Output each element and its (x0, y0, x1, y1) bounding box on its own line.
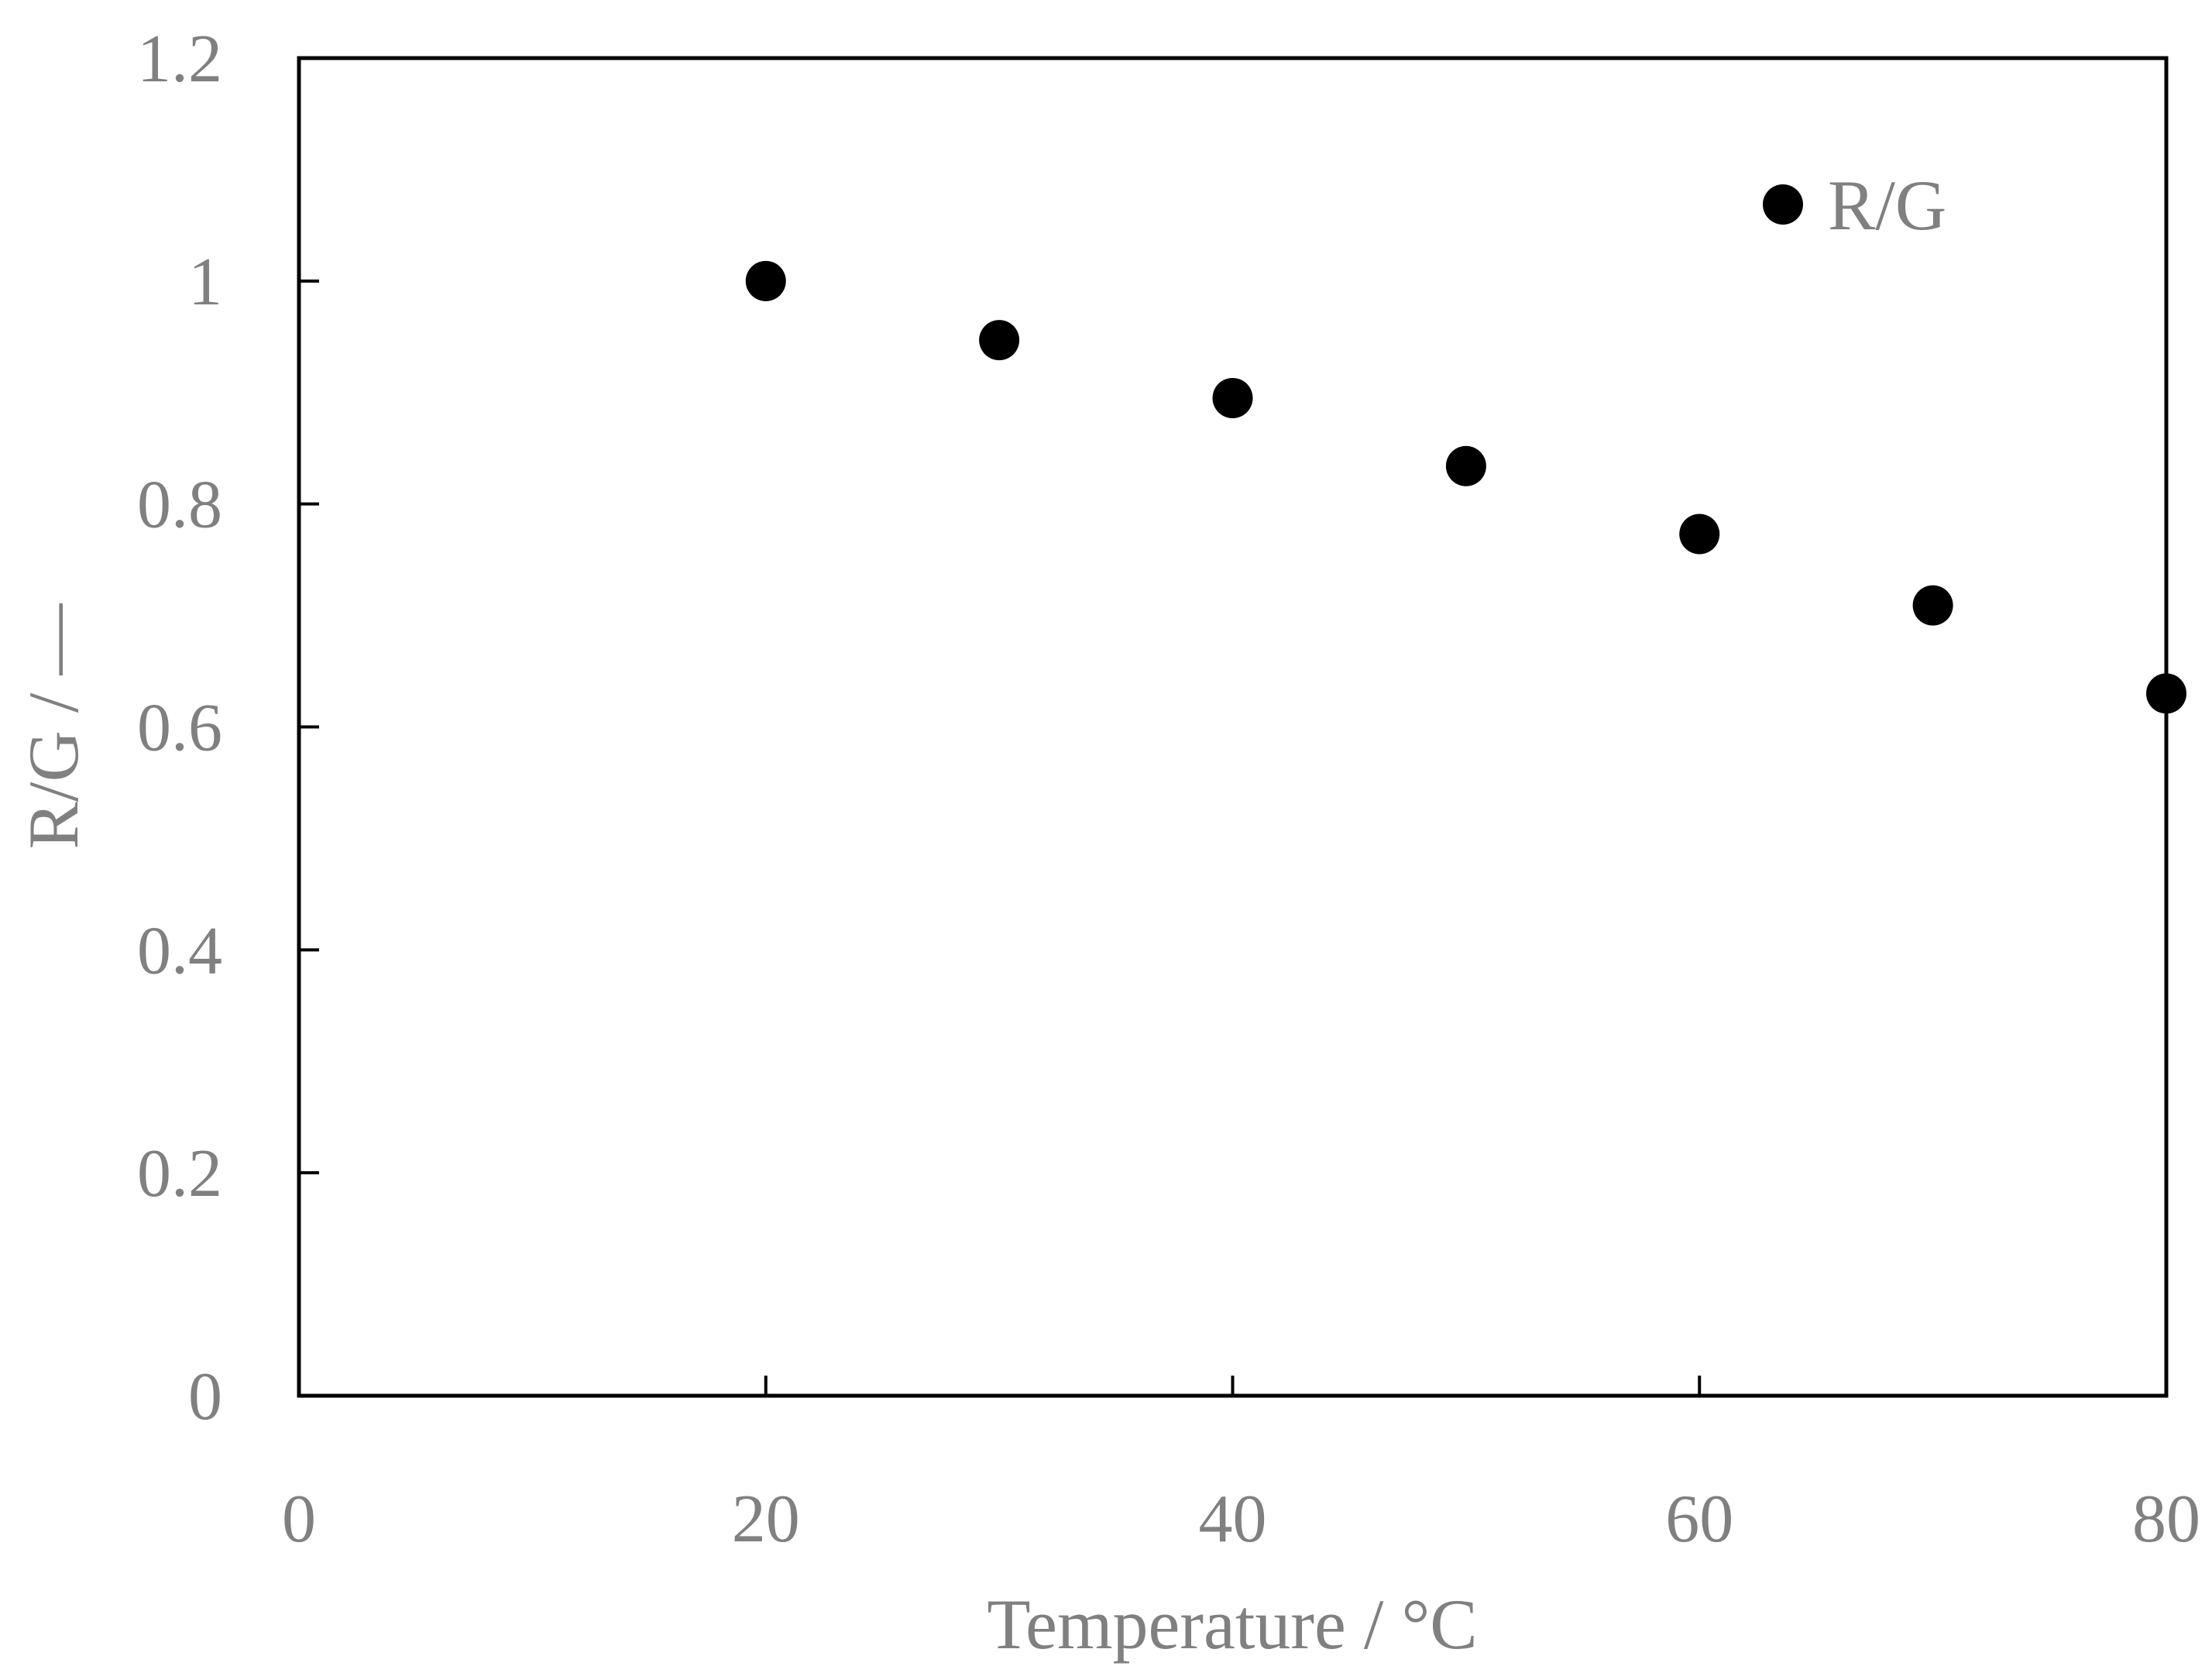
y-tick-label: 0 (188, 1359, 222, 1434)
y-tick-label: 1 (188, 245, 222, 320)
data-point (1912, 585, 1953, 626)
y-tick-label: 0.6 (137, 691, 222, 766)
x-tick-label: 40 (1199, 1482, 1267, 1557)
x-axis-title: Temperature / °C (987, 1585, 1477, 1664)
y-tick-label: 1.2 (137, 22, 222, 97)
x-tick-label: 60 (1665, 1482, 1733, 1557)
y-tick-label: 0.4 (137, 913, 222, 988)
data-point (1679, 514, 1720, 555)
y-axis-title: R/G / — (14, 603, 93, 850)
data-point (745, 260, 786, 301)
y-tick-label: 0.2 (137, 1136, 222, 1211)
legend: R/G (1763, 166, 1946, 245)
x-tick-label: 0 (282, 1482, 316, 1557)
x-tick-label: 20 (732, 1482, 800, 1557)
x-tick-label: 80 (2132, 1482, 2200, 1557)
y-tick-label: 0.8 (137, 468, 222, 543)
y-tick-labels: 0 0.2 0.4 0.6 0.8 1 1.2 (137, 22, 222, 1434)
legend-marker (1763, 184, 1803, 225)
legend-label: R/G (1828, 166, 1946, 245)
data-point (1212, 377, 1253, 418)
x-tick-labels: 0 20 40 60 80 (282, 1482, 2200, 1557)
data-point (1445, 445, 1486, 486)
data-point (979, 320, 1020, 361)
plot-area-frame (297, 56, 2169, 1398)
